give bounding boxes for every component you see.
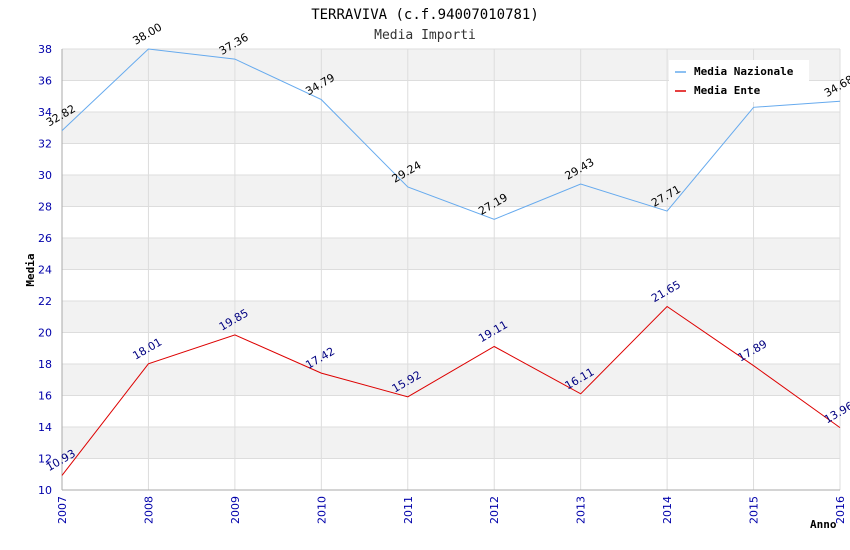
axes [61, 49, 840, 491]
plot-background-bands [62, 49, 840, 459]
legend-label-media-ente: Media Ente [694, 84, 761, 97]
y-tick-labels: 10 12 14 16 18 20 22 24 26 28 30 32 34 36 38 [38, 43, 52, 497]
y-tick-label: 34 [38, 106, 52, 119]
x-tick-label: 2016 [834, 496, 847, 524]
y-tick-label: 18 [38, 358, 52, 371]
y-tick-label: 12 [38, 453, 52, 466]
y-tick-label: 28 [38, 201, 52, 214]
x-tick-label: 2007 [56, 496, 69, 524]
y-tick-label: 16 [38, 390, 52, 403]
legend-label-media-nazionale: Media Nazionale [694, 65, 794, 78]
x-tick-labels: 2007 2008 2009 2010 2011 2012 2013 2014 2015 2016 [56, 496, 847, 524]
grid-band [62, 301, 840, 333]
gridlines [61, 48, 841, 491]
y-tick-label: 32 [38, 138, 52, 151]
x-tick-label: 2014 [661, 496, 674, 524]
y-tick-label: 20 [38, 327, 52, 340]
y-tick-label: 22 [38, 295, 52, 308]
x-tick-label: 2010 [315, 496, 328, 524]
y-tick-label: 30 [38, 169, 52, 182]
x-tick-label: 2009 [229, 496, 242, 524]
y-tick-label: 26 [38, 232, 52, 245]
data-label-media-ente: 10.93 [44, 447, 78, 474]
x-tick-label: 2011 [402, 496, 415, 524]
data-label-media-ente: 17.89 [736, 337, 770, 364]
x-axis-label: Anno [810, 518, 837, 531]
x-tick-label: 2013 [575, 496, 588, 524]
legend-box [669, 60, 809, 102]
grid-band [62, 175, 840, 207]
grid-band [62, 427, 840, 459]
y-tick-label: 36 [38, 75, 52, 88]
grid-band [62, 364, 840, 396]
chart-title: TERRAVIVA (c.f.94007010781) [311, 7, 539, 23]
legend: Media Nazionale Media Ente [669, 60, 809, 102]
series-line-media-nazionale [61, 48, 841, 220]
grid-band [62, 238, 840, 270]
data-label-media-ente: 18.01 [130, 335, 164, 362]
data-label-media-nazionale: 38.00 [130, 21, 164, 48]
series-line-media-ente [61, 305, 841, 476]
chart-subtitle: Media Importi [374, 28, 476, 43]
y-tick-label: 38 [38, 43, 52, 56]
x-tick-label: 2008 [142, 496, 155, 524]
series-lines [61, 48, 841, 476]
grid-band [62, 112, 840, 144]
x-tick-label: 2012 [488, 496, 501, 524]
data-label-media-ente: 13.96 [822, 399, 850, 426]
y-tick-label: 24 [38, 264, 52, 277]
y-tick-label: 10 [38, 484, 52, 497]
y-tick-label: 14 [38, 421, 52, 434]
y-axis-label: Media [24, 253, 37, 286]
x-tick-label: 2015 [748, 496, 761, 524]
